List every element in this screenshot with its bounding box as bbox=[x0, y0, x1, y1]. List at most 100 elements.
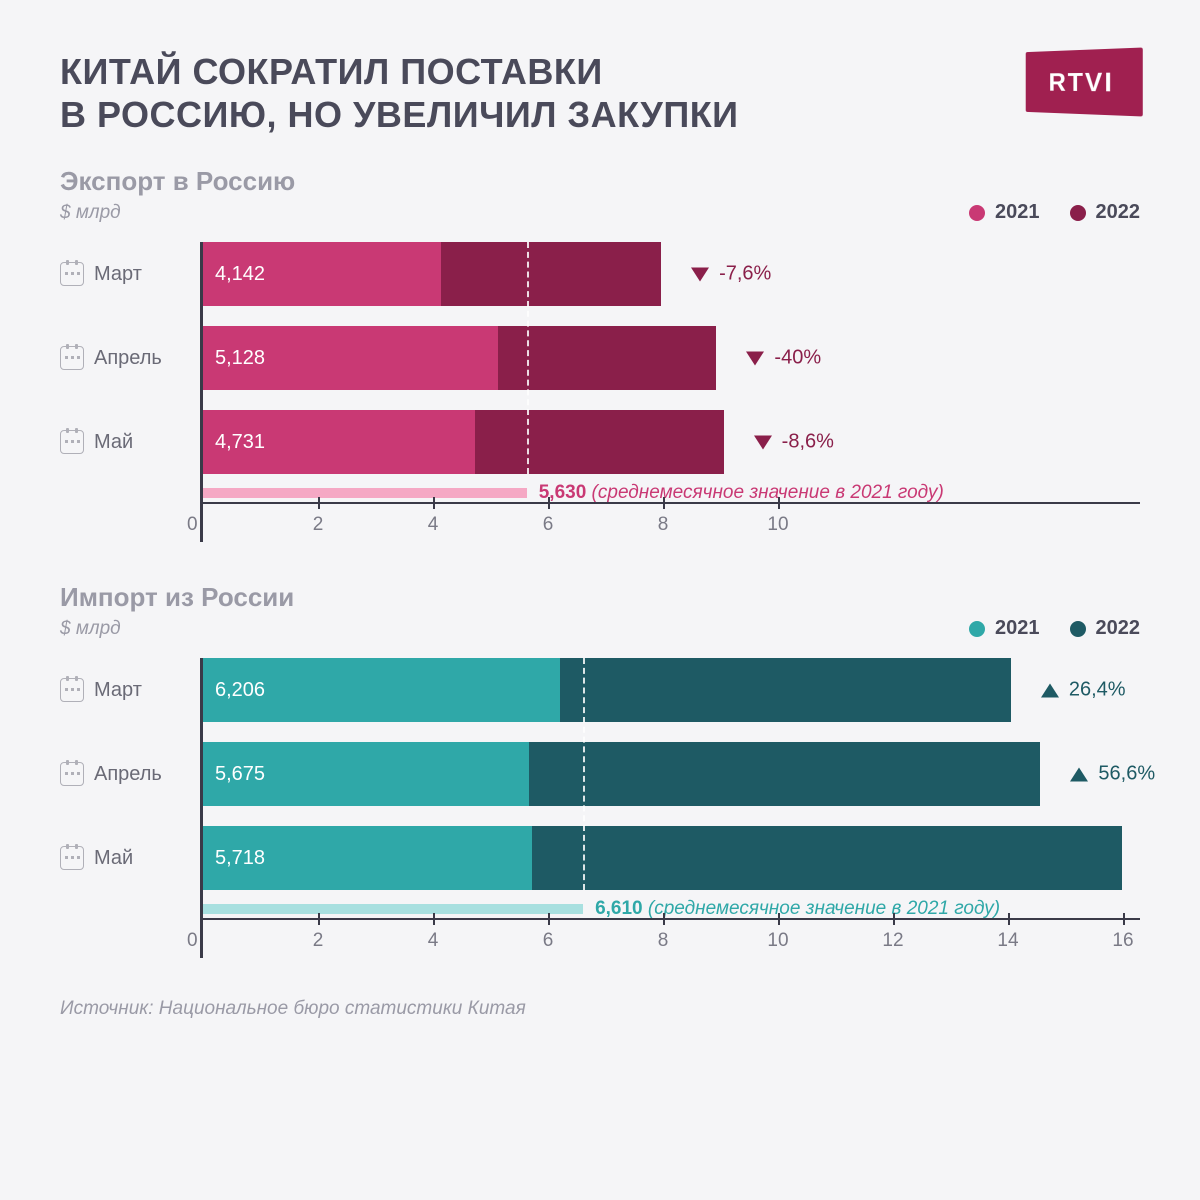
bar-2022 bbox=[532, 826, 1122, 890]
bar-2021-value: 5,675 bbox=[215, 763, 265, 786]
legend-dot-icon bbox=[969, 205, 985, 221]
bar-2021: 5,718 bbox=[203, 826, 532, 890]
triangle-up-icon bbox=[1041, 683, 1059, 697]
source-text: Источник: Национальное бюро статистики К… bbox=[60, 998, 1140, 1020]
axis-tick-label: 10 bbox=[767, 514, 788, 536]
triangle-up-icon bbox=[1070, 767, 1088, 781]
avg-bar: 5,630 (среднемесячное значение в 2021 го… bbox=[203, 488, 527, 498]
bar-2021: 4,731 bbox=[203, 410, 475, 474]
export-title: Экспорт в Россию bbox=[60, 166, 1140, 197]
legend-item: 2021 bbox=[969, 617, 1040, 640]
import-unit: $ млрд bbox=[60, 618, 121, 640]
avg-label: 6,610 (среднемесячное значение в 2021 го… bbox=[595, 898, 1000, 920]
bar-2022 bbox=[560, 658, 1011, 722]
legend-item: 2022 bbox=[1070, 617, 1141, 640]
axis-tick-label: 10 bbox=[767, 930, 788, 952]
axis-tick-label: 8 bbox=[658, 514, 669, 536]
export-chart: Экспорт в Россию $ млрд 2021 2022 Март А… bbox=[60, 166, 1140, 542]
calendar-icon bbox=[60, 346, 84, 370]
axis-tick bbox=[778, 497, 780, 509]
axis-tick bbox=[663, 497, 665, 509]
legend-label: 2021 bbox=[995, 201, 1040, 224]
month-label: Март bbox=[60, 658, 200, 722]
avg-label: 5,630 (среднемесячное значение в 2021 го… bbox=[539, 482, 944, 504]
legend-label: 2021 bbox=[995, 617, 1040, 640]
change-value: -7,6% bbox=[719, 263, 771, 286]
bar-2021-value: 5,128 bbox=[215, 347, 265, 370]
change-label: 26,4% bbox=[1041, 679, 1126, 702]
bar-2021-value: 6,206 bbox=[215, 679, 265, 702]
month-text: Март bbox=[94, 679, 142, 702]
bar-row: 5,128 3,801 -40% bbox=[203, 326, 1140, 390]
axis-tick-label: 4 bbox=[428, 930, 439, 952]
month-text: Март bbox=[94, 263, 142, 286]
change-value: 26,4% bbox=[1069, 679, 1126, 702]
bar-2021: 4,142 bbox=[203, 242, 441, 306]
legend-label: 2022 bbox=[1096, 617, 1141, 640]
triangle-down-icon bbox=[691, 267, 709, 281]
month-text: Май bbox=[94, 847, 133, 870]
calendar-icon bbox=[60, 262, 84, 286]
axis-tick bbox=[548, 497, 550, 509]
avg-ref-line bbox=[527, 242, 529, 474]
export-unit: $ млрд bbox=[60, 202, 121, 224]
bar-2022 bbox=[475, 410, 724, 474]
axis-tick-label: 2 bbox=[313, 930, 324, 952]
bar-2022 bbox=[498, 326, 717, 390]
axis-tick bbox=[318, 913, 320, 925]
bar-2022 bbox=[529, 742, 1040, 806]
avg-bar: 6,610 (среднемесячное значение в 2021 го… bbox=[203, 904, 583, 914]
change-label: -8,6% bbox=[754, 431, 834, 454]
bar-2021-value: 4,731 bbox=[215, 431, 265, 454]
change-value: -8,6% bbox=[782, 431, 834, 454]
axis-tick bbox=[548, 913, 550, 925]
change-value: 56,6% bbox=[1098, 763, 1155, 786]
axis-tick bbox=[1008, 913, 1010, 925]
bar-2022 bbox=[441, 242, 661, 306]
bar-row: 4,142 3,825 -7,6% bbox=[203, 242, 1140, 306]
main-title: КИТАЙ СОКРАТИЛ ПОСТАВКИ В РОССИЮ, НО УВЕ… bbox=[60, 50, 739, 136]
rtvi-logo: RTVI bbox=[1026, 47, 1143, 116]
axis-tick-label: 4 bbox=[428, 514, 439, 536]
axis-tick-label: 6 bbox=[543, 930, 554, 952]
month-text: Апрель bbox=[94, 347, 162, 370]
bar-2021: 5,128 bbox=[203, 326, 498, 390]
bar-row: 5,675 8,889 56,6% bbox=[203, 742, 1140, 806]
export-legend: 2021 2022 bbox=[969, 201, 1140, 224]
calendar-icon bbox=[60, 678, 84, 702]
logo-wrap: RTVI bbox=[1020, 50, 1140, 114]
triangle-down-icon bbox=[746, 351, 764, 365]
title-line1: КИТАЙ СОКРАТИЛ ПОСТАВКИ bbox=[60, 51, 603, 92]
month-label: Май bbox=[60, 410, 200, 474]
axis-tick-label: 16 bbox=[1112, 930, 1133, 952]
axis-tick bbox=[433, 913, 435, 925]
avg-value: 5,630 bbox=[539, 482, 587, 503]
bar-2021-value: 5,718 bbox=[215, 847, 265, 870]
import-title: Импорт из России bbox=[60, 582, 1140, 613]
bar-2021-value: 4,142 bbox=[215, 263, 265, 286]
axis-tick-label: 8 bbox=[658, 930, 669, 952]
axis-tick bbox=[778, 913, 780, 925]
axis-tick bbox=[318, 497, 320, 509]
axis-tick bbox=[1123, 913, 1125, 925]
avg-ref-line bbox=[583, 658, 585, 890]
legend-label: 2022 bbox=[1096, 201, 1141, 224]
month-label: Апрель bbox=[60, 326, 200, 390]
axis-tick-label: 14 bbox=[997, 930, 1018, 952]
legend-dot-icon bbox=[1070, 205, 1086, 221]
legend-item: 2021 bbox=[969, 201, 1040, 224]
legend-item: 2022 bbox=[1070, 201, 1141, 224]
axis-tick-label: 2 bbox=[313, 514, 324, 536]
title-line2: В РОССИЮ, НО УВЕЛИЧИЛ ЗАКУПКИ bbox=[60, 94, 739, 135]
calendar-icon bbox=[60, 762, 84, 786]
month-label: Май bbox=[60, 826, 200, 890]
axis-tick-label: 6 bbox=[543, 514, 554, 536]
axis-tick bbox=[893, 913, 895, 925]
calendar-icon bbox=[60, 430, 84, 454]
bar-2021: 5,675 bbox=[203, 742, 529, 806]
import-chart: Импорт из России $ млрд 2021 2022 Март А… bbox=[60, 582, 1140, 958]
axis-tick-label: 12 bbox=[882, 930, 903, 952]
bar-row: 5,718 10,269 82% bbox=[203, 826, 1140, 890]
change-label: -40% bbox=[746, 347, 821, 370]
avg-note: (среднемесячное значение в 2021 году) bbox=[648, 898, 1000, 919]
